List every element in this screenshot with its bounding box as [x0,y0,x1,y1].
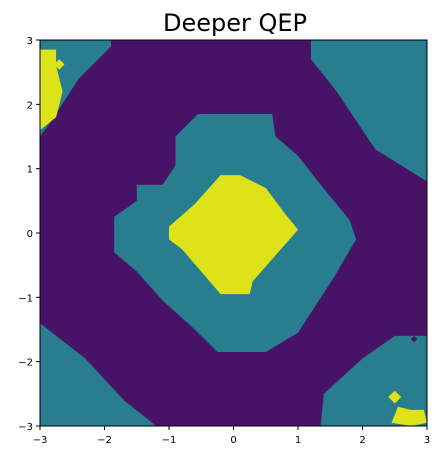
contour-region-1-level-2 [40,49,63,131]
y-tick-label: −2 [18,358,33,369]
x-tick-label: 1 [295,435,301,446]
y-tick-label: 1 [27,165,33,176]
y-axis: −3 −2 −1 0 1 2 3 [18,36,40,433]
y-tick-label: 0 [27,229,33,240]
contour-region-5-level-1 [310,40,427,182]
x-tick-label: 3 [424,435,430,446]
contour-region-4-level-2 [169,175,298,295]
y-tick-label: 2 [27,100,33,111]
x-tick-label: −2 [97,435,112,446]
y-tick-label: 3 [27,36,33,47]
chart-title: Deeper QEP [163,9,307,37]
x-tick-label: 0 [230,435,236,446]
y-tick-label: −1 [18,293,33,304]
x-tick-label: −1 [162,435,177,446]
contour-region-9-level-2 [388,390,402,404]
x-axis: −3 −2 −1 0 1 2 3 [33,426,430,446]
y-tick-label: −3 [18,422,33,433]
x-tick-label: −3 [33,435,48,446]
contour-region-2-level-2 [54,59,65,70]
contour-region-10-level-0 [410,335,418,343]
contour-region-8-level-2 [391,406,427,426]
contour-region-6-level-1 [40,323,157,426]
plot-area [39,39,428,427]
x-tick-label: 2 [359,435,365,446]
contour-region-7-level-1 [320,335,427,426]
